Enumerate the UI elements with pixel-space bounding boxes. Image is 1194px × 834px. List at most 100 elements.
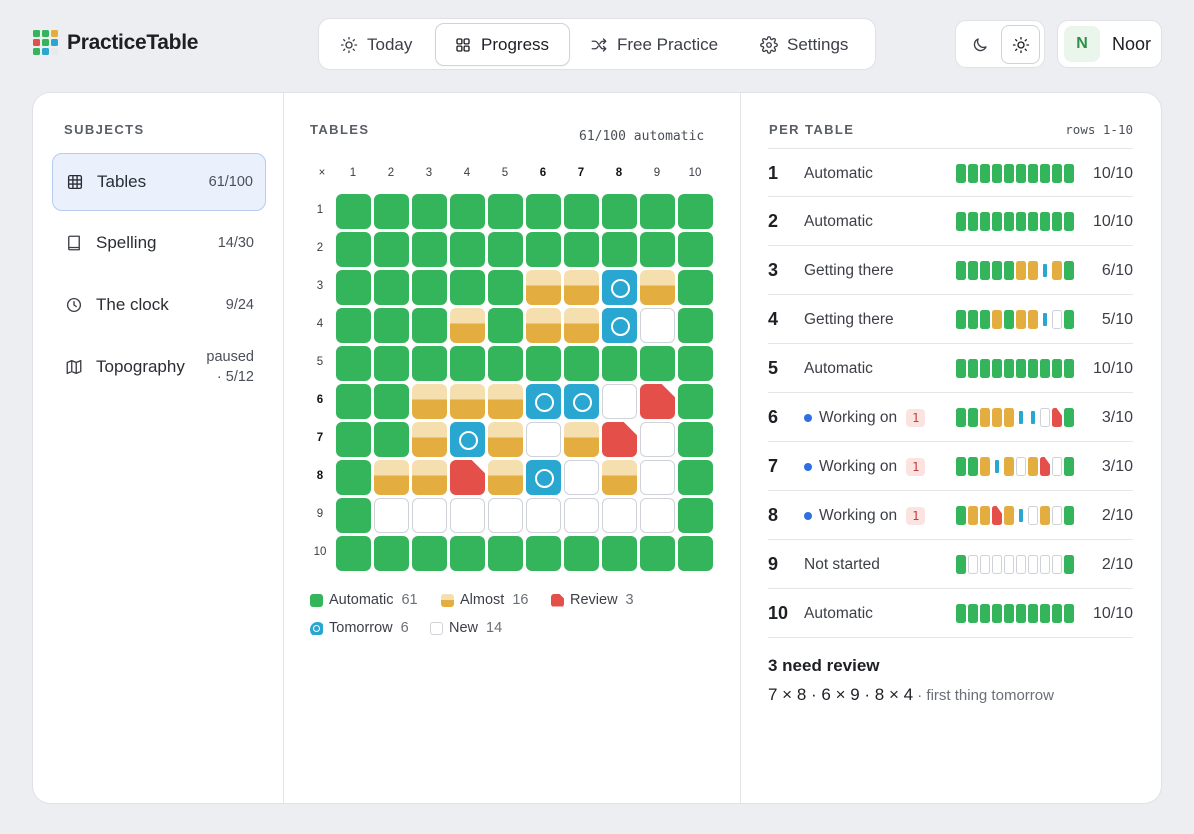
subject-clock[interactable]: The clock 9/24: [52, 276, 266, 334]
grid-cell-new[interactable]: [564, 498, 599, 533]
grid-cell-automatic[interactable]: [640, 346, 675, 381]
app-logo[interactable]: PracticeTable: [33, 30, 198, 55]
grid-cell-automatic[interactable]: [678, 194, 713, 229]
grid-cell-automatic[interactable]: [450, 194, 485, 229]
grid-cell-automatic[interactable]: [602, 346, 637, 381]
grid-cell-automatic[interactable]: [526, 194, 561, 229]
grid-cell-new[interactable]: [564, 460, 599, 495]
grid-cell-almost[interactable]: [488, 422, 523, 457]
grid-cell-automatic[interactable]: [640, 536, 675, 571]
grid-cell-automatic[interactable]: [374, 270, 409, 305]
grid-cell-tomorrow[interactable]: [526, 460, 561, 495]
grid-cell-automatic[interactable]: [640, 232, 675, 267]
grid-cell-new[interactable]: [640, 422, 675, 457]
subject-spelling[interactable]: Spelling 14/30: [52, 214, 266, 272]
grid-cell-new[interactable]: [640, 460, 675, 495]
per-table-row[interactable]: 7 Working on 1 3/10: [768, 442, 1133, 491]
grid-cell-new[interactable]: [526, 498, 561, 533]
grid-cell-automatic[interactable]: [374, 194, 409, 229]
grid-cell-automatic[interactable]: [336, 422, 371, 457]
grid-cell-almost[interactable]: [412, 422, 447, 457]
grid-cell-automatic[interactable]: [678, 346, 713, 381]
grid-cell-automatic[interactable]: [336, 308, 371, 343]
grid-cell-automatic[interactable]: [678, 232, 713, 267]
grid-cell-automatic[interactable]: [564, 536, 599, 571]
grid-cell-review[interactable]: [602, 422, 637, 457]
grid-cell-automatic[interactable]: [488, 308, 523, 343]
grid-cell-automatic[interactable]: [374, 384, 409, 419]
grid-cell-automatic[interactable]: [450, 270, 485, 305]
grid-cell-automatic[interactable]: [336, 460, 371, 495]
grid-cell-automatic[interactable]: [374, 308, 409, 343]
tab-progress[interactable]: Progress: [435, 23, 570, 66]
grid-cell-almost[interactable]: [526, 308, 561, 343]
grid-cell-automatic[interactable]: [412, 232, 447, 267]
grid-cell-new[interactable]: [602, 498, 637, 533]
grid-cell-automatic[interactable]: [526, 536, 561, 571]
per-table-row[interactable]: 6 Working on 1 3/10: [768, 393, 1133, 442]
grid-cell-automatic[interactable]: [602, 536, 637, 571]
grid-cell-automatic[interactable]: [488, 232, 523, 267]
grid-cell-new[interactable]: [412, 498, 447, 533]
grid-cell-automatic[interactable]: [564, 232, 599, 267]
per-table-row[interactable]: 2 Automatic 10/10: [768, 197, 1133, 246]
grid-cell-automatic[interactable]: [564, 194, 599, 229]
grid-cell-automatic[interactable]: [412, 270, 447, 305]
grid-cell-automatic[interactable]: [678, 308, 713, 343]
grid-cell-almost[interactable]: [412, 384, 447, 419]
grid-cell-tomorrow[interactable]: [450, 422, 485, 457]
per-table-row[interactable]: 1 Automatic 10/10: [768, 148, 1133, 197]
tab-free-practice[interactable]: Free Practice: [587, 23, 737, 66]
grid-cell-almost[interactable]: [412, 460, 447, 495]
grid-cell-automatic[interactable]: [374, 232, 409, 267]
per-table-row[interactable]: 9 Not started 2/10: [768, 540, 1133, 589]
grid-cell-automatic[interactable]: [450, 346, 485, 381]
grid-cell-automatic[interactable]: [412, 536, 447, 571]
grid-cell-automatic[interactable]: [374, 536, 409, 571]
grid-cell-automatic[interactable]: [450, 232, 485, 267]
grid-cell-automatic[interactable]: [678, 384, 713, 419]
per-table-row[interactable]: 3 Getting there 6/10: [768, 246, 1133, 295]
subject-topography[interactable]: Topography paused · 5/12: [52, 338, 266, 396]
grid-cell-automatic[interactable]: [412, 346, 447, 381]
grid-cell-automatic[interactable]: [336, 346, 371, 381]
dark-mode-button[interactable]: [960, 25, 999, 64]
grid-cell-automatic[interactable]: [336, 384, 371, 419]
grid-cell-automatic[interactable]: [678, 270, 713, 305]
grid-cell-automatic[interactable]: [678, 498, 713, 533]
grid-cell-automatic[interactable]: [640, 194, 675, 229]
grid-cell-review[interactable]: [450, 460, 485, 495]
grid-cell-automatic[interactable]: [526, 232, 561, 267]
grid-cell-automatic[interactable]: [450, 536, 485, 571]
tab-settings[interactable]: Settings: [760, 23, 870, 66]
grid-cell-automatic[interactable]: [336, 232, 371, 267]
grid-cell-automatic[interactable]: [336, 270, 371, 305]
grid-cell-automatic[interactable]: [336, 498, 371, 533]
grid-cell-review[interactable]: [640, 384, 675, 419]
subject-tables[interactable]: Tables 61/100: [52, 153, 266, 211]
grid-cell-new[interactable]: [640, 308, 675, 343]
per-table-row[interactable]: 10 Automatic 10/10: [768, 589, 1133, 638]
grid-cell-new[interactable]: [602, 384, 637, 419]
grid-cell-automatic[interactable]: [602, 194, 637, 229]
grid-cell-automatic[interactable]: [678, 422, 713, 457]
grid-cell-automatic[interactable]: [374, 346, 409, 381]
grid-cell-automatic[interactable]: [564, 346, 599, 381]
grid-cell-almost[interactable]: [564, 422, 599, 457]
grid-cell-automatic[interactable]: [678, 536, 713, 571]
grid-cell-almost[interactable]: [488, 384, 523, 419]
grid-cell-automatic[interactable]: [488, 270, 523, 305]
per-table-row[interactable]: 5 Automatic 10/10: [768, 344, 1133, 393]
grid-cell-almost[interactable]: [450, 384, 485, 419]
grid-cell-almost[interactable]: [374, 460, 409, 495]
per-table-row[interactable]: 4 Getting there 5/10: [768, 295, 1133, 344]
grid-cell-automatic[interactable]: [602, 232, 637, 267]
grid-cell-new[interactable]: [374, 498, 409, 533]
grid-cell-almost[interactable]: [450, 308, 485, 343]
grid-cell-almost[interactable]: [640, 270, 675, 305]
grid-cell-almost[interactable]: [488, 460, 523, 495]
grid-cell-automatic[interactable]: [374, 422, 409, 457]
grid-cell-tomorrow[interactable]: [602, 270, 637, 305]
grid-cell-automatic[interactable]: [336, 194, 371, 229]
grid-cell-automatic[interactable]: [526, 346, 561, 381]
